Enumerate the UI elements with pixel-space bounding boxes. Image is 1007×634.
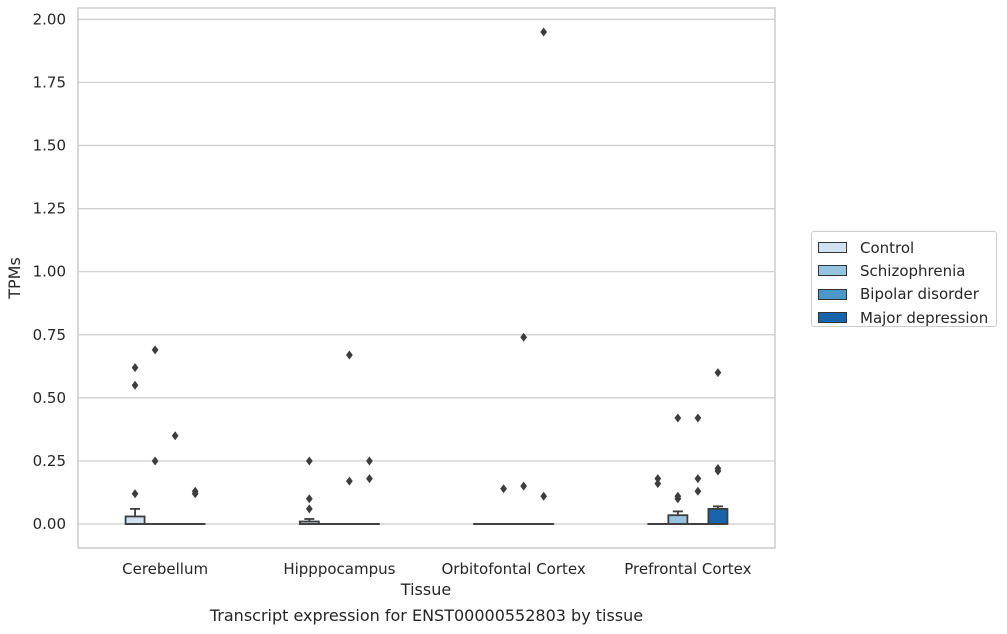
outlier-point (366, 474, 373, 484)
x-tick-label: Orbitofontal Cortex (442, 560, 586, 578)
outlier-point (151, 456, 159, 466)
outlier-point (674, 491, 682, 501)
outlier-point (366, 456, 373, 466)
y-tick-label: 0.75 (33, 326, 66, 344)
y-tick-label: 1.25 (33, 200, 66, 218)
legend-item: Bipolar disorder (818, 283, 996, 306)
outlier-point (305, 494, 313, 504)
outlier-point (131, 363, 139, 373)
outlier-point (151, 345, 159, 355)
box-plots (124, 505, 729, 525)
box-major-depression (707, 505, 729, 525)
legend-swatch (818, 312, 847, 324)
legend-label: Major depression (860, 308, 989, 327)
y-tick-label: 1.00 (33, 263, 66, 281)
box-schizophrenia (667, 510, 689, 525)
outlier-point (305, 504, 313, 514)
outlier-point (520, 332, 528, 342)
legend: Control Schizophrenia Bipolar disorder Majo… (811, 231, 997, 327)
box-control (124, 507, 146, 525)
box (667, 514, 689, 525)
x-axis-ticks: Cerebellum Hipppocampus Orbitofontal Corte… (122, 560, 751, 578)
y-tick-label: 0.00 (33, 515, 66, 533)
outlier-point (654, 474, 662, 484)
legend-item: Major depression (818, 306, 996, 329)
outlier-point (346, 476, 353, 486)
legend-swatch (818, 242, 847, 254)
legend-label: Control (860, 238, 915, 257)
outlier-point (540, 491, 548, 501)
gridlines (78, 18, 775, 525)
outlier-points (131, 27, 722, 514)
plot-frame (77, 7, 776, 549)
outlier-point (131, 489, 139, 499)
box (124, 515, 146, 525)
outlier-point (540, 27, 548, 37)
legend-label: Schizophrenia (860, 261, 966, 280)
box (707, 507, 729, 525)
y-tick-label: 0.25 (33, 452, 66, 470)
outlier-point (694, 474, 702, 484)
outlier-point (131, 380, 139, 390)
outlier-point (191, 486, 199, 496)
outlier-point (654, 479, 662, 489)
legend-item: Control (818, 236, 996, 259)
outlier-point (694, 486, 702, 496)
y-axis-label: TPMs (5, 257, 24, 300)
outlier-point (346, 350, 353, 360)
y-tick-label: 0.50 (33, 389, 66, 407)
x-tick-label: Cerebellum (122, 560, 208, 578)
y-tick-label: 1.75 (33, 73, 66, 91)
legend-label: Bipolar disorder (860, 285, 979, 304)
x-tick-label: Hipppocampus (283, 560, 395, 578)
legend-swatch (818, 265, 847, 277)
legend-swatch (818, 288, 847, 300)
outlier-point (674, 413, 682, 423)
outlier-point (171, 431, 179, 441)
outlier-point (305, 456, 313, 466)
outlier-point (694, 413, 702, 423)
chart-caption: Transcript expression for ENST0000055280… (209, 606, 644, 625)
box-control (298, 518, 320, 525)
y-axis-ticks: 0.00 0.25 0.50 0.75 1.00 1.25 1.50 1.75 2.00 (33, 10, 66, 533)
x-axis-label: Tissue (400, 580, 451, 599)
outlier-point (714, 368, 722, 378)
outlier-point (500, 484, 507, 494)
y-tick-label: 2.00 (33, 10, 66, 28)
outlier-point (520, 481, 528, 491)
legend-item: Schizophrenia (818, 259, 996, 282)
x-tick-label: Prefrontal Cortex (624, 560, 751, 578)
y-tick-label: 1.50 (33, 137, 66, 155)
outlier-point (714, 464, 722, 474)
